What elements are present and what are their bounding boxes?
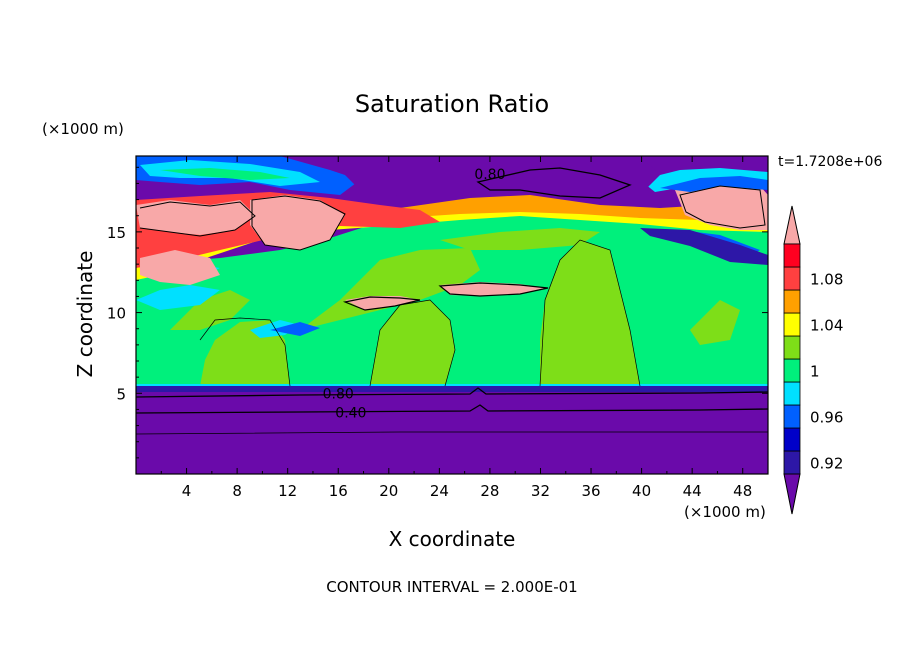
y-tick-label: 10: [107, 305, 126, 323]
x-tick-label: 40: [632, 482, 651, 500]
colorbar-box: [783, 427, 801, 452]
x-tick-label: 48: [733, 482, 752, 500]
y-tick-label: 15: [107, 224, 126, 242]
contour-label: 0.80: [474, 167, 505, 183]
region-darkblue: [136, 386, 768, 392]
contour-mid-3: [539, 239, 641, 387]
y-axis: 5 10 15: [107, 166, 768, 459]
colorbar-box: [783, 312, 801, 337]
colorbar-tick-label: 0.96: [810, 409, 843, 427]
x-tick-label: 36: [581, 482, 600, 500]
colorbar-tick-label: 0.92: [810, 455, 843, 473]
contour-pink-2: [251, 195, 346, 251]
x-unit-label: (×1000 m): [684, 503, 766, 521]
y-unit-label: (×1000 m): [42, 120, 124, 138]
colorbar-tick-label: 1.04: [810, 317, 843, 335]
time-label: t=1.7208e+06: [778, 154, 882, 170]
chart-title: Saturation Ratio: [355, 90, 549, 118]
contour-label: 0.40: [335, 406, 366, 422]
y-tick-label: 5: [116, 385, 126, 403]
x-axis-label: X coordinate: [389, 527, 516, 551]
x-tick-label: 44: [683, 482, 702, 500]
colorbar-box: [783, 381, 801, 406]
heatmap-field: [136, 156, 768, 474]
contour-mid-1: [199, 317, 291, 387]
x-tick-label: 4: [182, 482, 192, 500]
contour-label: 0.80: [323, 386, 354, 402]
colorbar-box: [783, 404, 801, 429]
colorbar-box: [783, 266, 801, 291]
x-axis: 4 8 12 16 20 24 28 32 36 40 44 48: [160, 156, 752, 500]
colorbar-bottom-extension: [783, 473, 801, 515]
x-tick-label: 28: [480, 482, 499, 500]
contour-080-upper: [476, 167, 632, 199]
contour-mid-2: [369, 299, 456, 387]
colorbar-box: [783, 450, 801, 475]
x-tick-label: 20: [379, 482, 398, 500]
x-tick-label: 8: [232, 482, 242, 500]
contour-mid-4: [342, 296, 421, 311]
contour-pink-3: [679, 185, 766, 229]
contour-label-group: 0.80 0.80 0.40: [323, 167, 506, 422]
colorbar-box: [783, 243, 801, 268]
region-lightgreen: [170, 228, 740, 386]
y-axis-label: Z coordinate: [73, 251, 97, 378]
x-tick-label: 32: [531, 482, 550, 500]
contour-080-lower: [136, 387, 768, 398]
contour-lower-thin: [136, 431, 768, 435]
colorbar-tick-label: 1.08: [810, 271, 843, 289]
contour-lines: [136, 167, 768, 435]
colorbar: 0.92 0.96 1 1.04 1.08: [783, 205, 843, 515]
region-upper-purple: [340, 156, 660, 196]
colorbar-tick-label: 1: [810, 363, 820, 381]
contour-mid-5: [438, 282, 549, 297]
colorbar-box: [783, 335, 801, 360]
contour-040: [136, 404, 768, 414]
contour-interval-footer: CONTOUR INTERVAL = 2.000E-01: [326, 578, 577, 596]
colorbar-box: [783, 358, 801, 383]
x-tick-label: 12: [278, 482, 297, 500]
x-tick-label: 16: [329, 482, 348, 500]
colorbar-box: [783, 289, 801, 314]
colorbar-top-extension: [783, 205, 801, 245]
region-top-blue: [136, 156, 768, 195]
contour-pink-1: [139, 201, 256, 237]
region-upper-purple-2: [640, 228, 768, 265]
plot-frame: [135, 155, 769, 475]
x-tick-label: 24: [430, 482, 449, 500]
